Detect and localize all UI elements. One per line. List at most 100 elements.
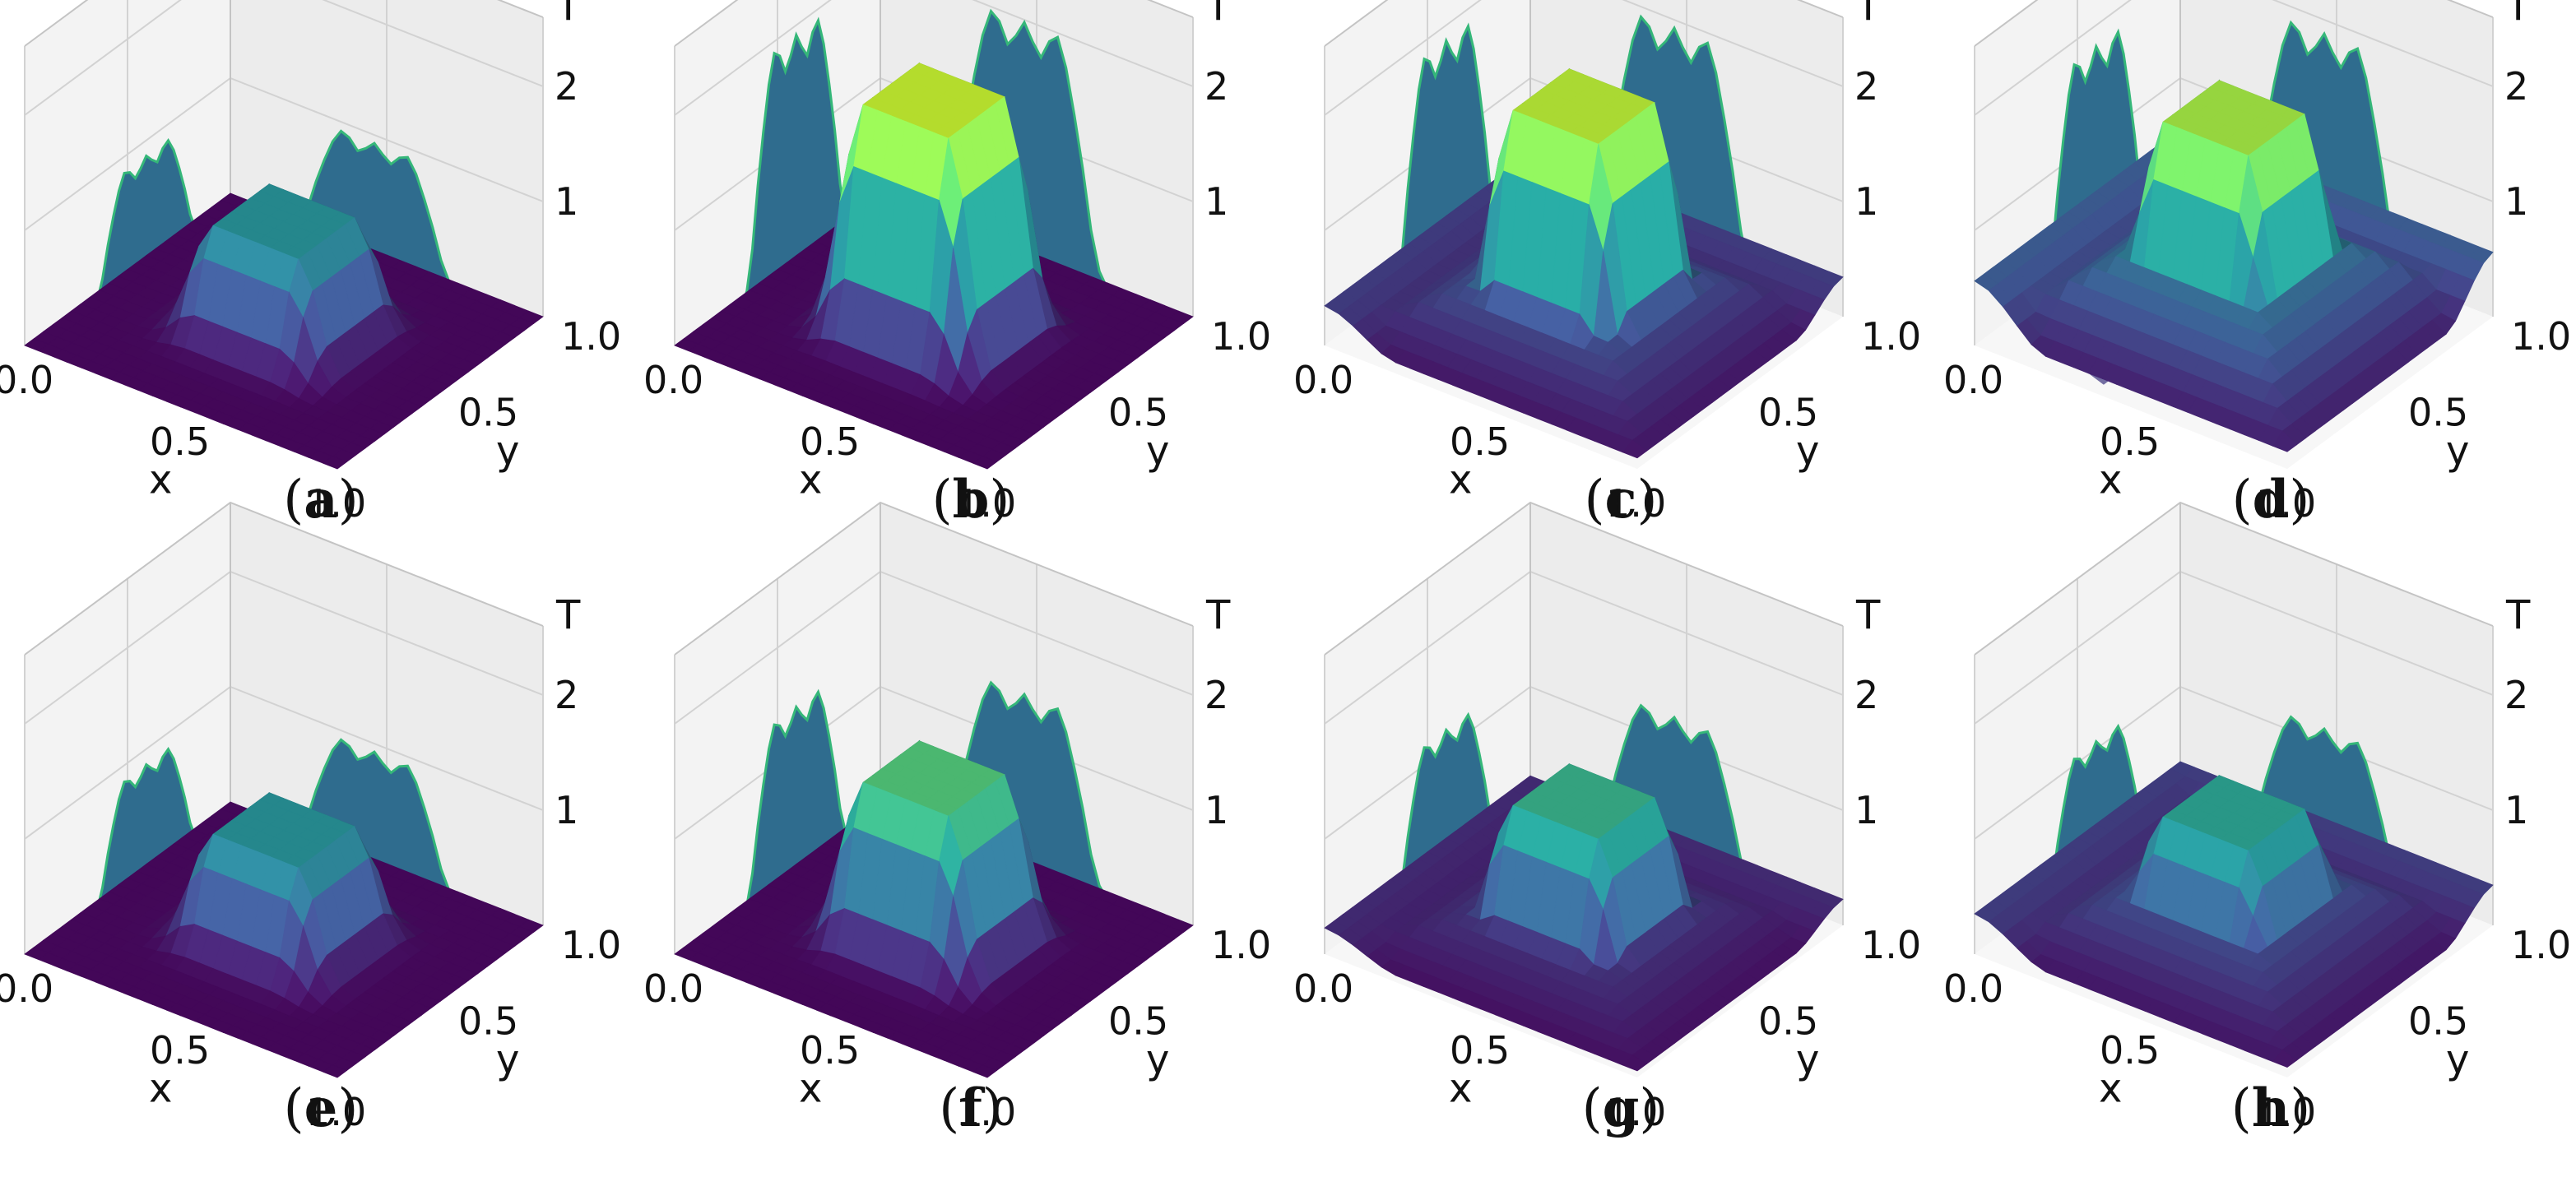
mesh-cell bbox=[2272, 430, 2298, 452]
caption-letter: f bbox=[959, 1077, 982, 1139]
z-tick-label: 1 bbox=[555, 179, 578, 224]
caption-open-paren: ( bbox=[2230, 1078, 2252, 1139]
z-tick-label: 2 bbox=[1854, 64, 1878, 109]
x-axis-label: x bbox=[799, 457, 822, 503]
y-tick-label: 1.0 bbox=[1211, 314, 1271, 359]
y-axis-label: y bbox=[496, 1036, 519, 1082]
caption-open-paren: ( bbox=[939, 1078, 960, 1139]
z-tick-label: 2 bbox=[555, 64, 578, 109]
panel-caption: (b) bbox=[650, 469, 1292, 531]
caption-letter: a bbox=[304, 469, 338, 531]
mesh-cell bbox=[1622, 1054, 1648, 1072]
y-axis-label: y bbox=[1146, 1036, 1169, 1082]
mesh-cell bbox=[2272, 1049, 2298, 1068]
caption-close-paren: ) bbox=[989, 470, 1010, 531]
y-tick-label: 0.5 bbox=[458, 391, 518, 435]
x-axis-label: x bbox=[149, 1066, 172, 1112]
caption-open-paren: ( bbox=[1584, 470, 1605, 531]
y-tick-label: 0.5 bbox=[2408, 999, 2468, 1044]
mesh-cell bbox=[1622, 439, 1648, 459]
y-tick-label: 0.5 bbox=[1758, 999, 1818, 1044]
caption-letter: h bbox=[2251, 1077, 2291, 1139]
y-tick-label: 0.5 bbox=[1108, 999, 1168, 1044]
mesh-cell bbox=[322, 1064, 348, 1078]
z-tick-label: 1 bbox=[1854, 788, 1878, 832]
x-tick-label: 0.0 bbox=[0, 358, 53, 402]
z-axis-label: T bbox=[1855, 0, 1881, 30]
z-tick-label: 2 bbox=[555, 673, 578, 717]
grid-z-2 bbox=[1974, 0, 2494, 116]
surface-mesh bbox=[1974, 79, 2494, 452]
grid-z-2 bbox=[1324, 0, 1844, 116]
surface-mesh bbox=[1974, 761, 2494, 1068]
surface-mesh bbox=[1324, 762, 1844, 1072]
wing-left-crest bbox=[79, 746, 213, 935]
panel-b: 0.0 0.5 1.0 x 0.5 1.0 y 1 2 T (b) bbox=[643, 0, 1292, 592]
boundary-wings bbox=[729, 680, 1126, 935]
x-axis-label: x bbox=[1449, 1066, 1472, 1112]
y-tick-label: 0.5 bbox=[2408, 391, 2468, 435]
surface-mesh bbox=[674, 62, 1194, 470]
z-tick-label: 2 bbox=[2504, 64, 2528, 109]
x-tick-label: 0.0 bbox=[1293, 358, 1353, 402]
panel-a: 0.0 0.5 1.0 x 0.5 1.0 y 1 2 T (a) bbox=[0, 0, 642, 592]
x-tick-label: 1.0 bbox=[2256, 1090, 2316, 1134]
panel-e: 0.0 0.5 1.0 x 0.5 1.0 y 1 2 T (e) bbox=[0, 501, 642, 1191]
x-axis-label: x bbox=[149, 457, 172, 503]
y-tick-label: 1.0 bbox=[561, 923, 621, 967]
x-tick-label: 1.0 bbox=[956, 1090, 1016, 1134]
y-tick-label: 0.5 bbox=[1108, 391, 1168, 435]
caption-open-paren: ( bbox=[931, 470, 953, 531]
x-axis-label: x bbox=[799, 1066, 822, 1112]
x-tick-label: 0.5 bbox=[150, 1028, 210, 1073]
x-tick-label: 0.5 bbox=[150, 419, 210, 464]
z-tick-label: 2 bbox=[1204, 64, 1228, 109]
wing-left-crest bbox=[729, 688, 863, 935]
caption-letter: b bbox=[952, 469, 990, 531]
z-tick-label: 1 bbox=[1204, 788, 1228, 832]
caption-close-paren: ) bbox=[2289, 470, 2310, 531]
caption-close-paren: ) bbox=[2290, 1078, 2311, 1139]
surface-mesh bbox=[24, 792, 544, 1078]
caption-close-paren: ) bbox=[337, 470, 359, 531]
panel-caption: (h) bbox=[1950, 1077, 2576, 1139]
surface-mesh bbox=[674, 739, 1194, 1078]
y-tick-label: 0.5 bbox=[1758, 391, 1818, 435]
panel-caption: (e) bbox=[0, 1077, 642, 1139]
surface-mesh bbox=[24, 183, 544, 470]
y-tick-label: 1.0 bbox=[1211, 923, 1271, 967]
x-tick-label: 0.5 bbox=[1450, 1028, 1510, 1073]
x-tick-label: 1.0 bbox=[956, 481, 1016, 526]
x-axis-label: x bbox=[1449, 457, 1472, 503]
x-tick-label: 0.0 bbox=[643, 358, 703, 402]
z-axis-label: T bbox=[1855, 592, 1881, 638]
wing-left-crest bbox=[79, 137, 213, 327]
y-tick-label: 1.0 bbox=[1861, 314, 1921, 359]
grid-z-2 bbox=[674, 0, 1194, 116]
panel-g: 0.0 0.5 1.0 x 0.5 1.0 y 1 2 T (g) bbox=[1293, 501, 1942, 1191]
y-tick-label: 1.0 bbox=[1861, 923, 1921, 967]
y-axis-label: y bbox=[2446, 1036, 2469, 1082]
z-axis-label: T bbox=[555, 0, 581, 30]
z-tick-label: 1 bbox=[555, 788, 578, 832]
y-tick-label: 1.0 bbox=[2511, 314, 2571, 359]
y-axis-label: y bbox=[1146, 428, 1169, 474]
boundary-wings bbox=[79, 129, 476, 327]
x-tick-label: 0.5 bbox=[800, 1028, 860, 1073]
panel-caption: (c) bbox=[1300, 469, 1942, 531]
surface-mesh bbox=[1324, 67, 1844, 459]
wing-left-crest bbox=[729, 16, 863, 327]
x-tick-label: 0.5 bbox=[2100, 419, 2160, 464]
x-tick-label: 0.0 bbox=[643, 966, 703, 1011]
panel-caption: (g) bbox=[1300, 1077, 1942, 1139]
caption-open-paren: ( bbox=[283, 470, 304, 531]
